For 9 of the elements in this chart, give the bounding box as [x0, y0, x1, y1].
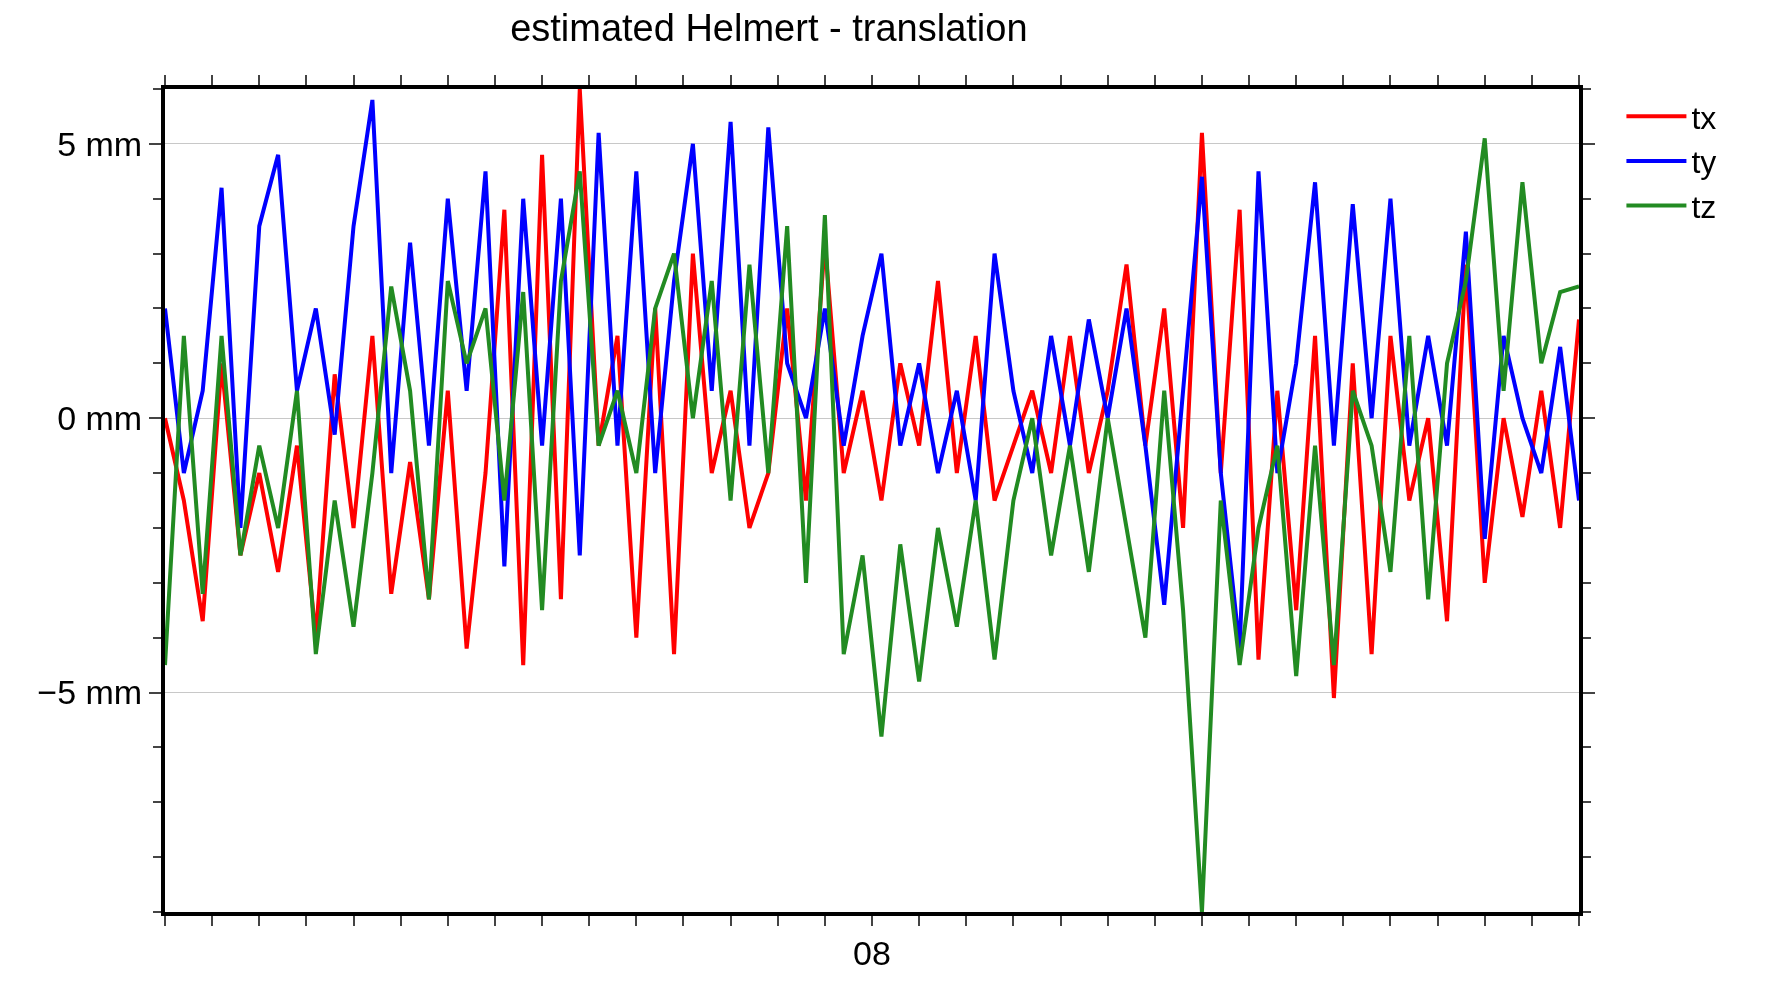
chart-title: estimated Helmert - translation: [510, 7, 1028, 50]
legend-label: tx: [1691, 99, 1717, 136]
y-tick-label: 5 mm: [57, 124, 143, 163]
line-series: [165, 136, 1579, 912]
legend-label: tz: [1691, 188, 1717, 225]
y-tick-label: −5 mm: [37, 673, 143, 712]
y-tick-label: 0 mm: [57, 399, 143, 438]
legend-label: ty: [1691, 144, 1717, 181]
text: 08: [853, 934, 891, 972]
